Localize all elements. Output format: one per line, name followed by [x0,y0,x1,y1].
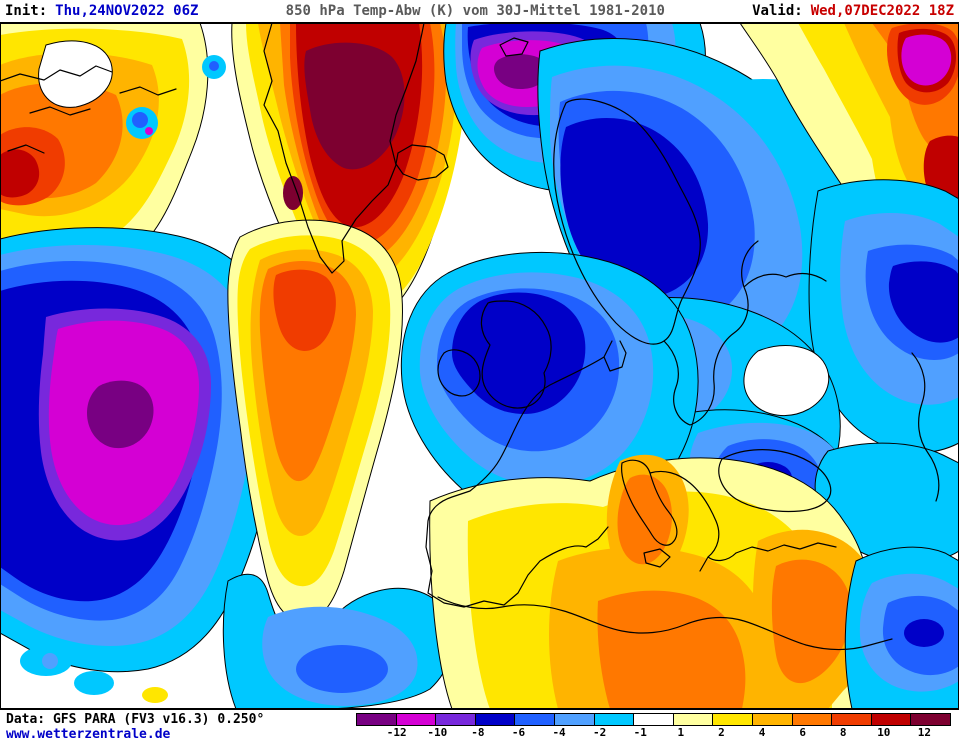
legend-box [712,713,754,726]
region-bottom-right-cold [844,546,959,709]
init-group: Init: Thu,24NOV2022 06Z [5,3,198,19]
init-label: Init: [5,3,48,19]
coastline-anatolia [735,542,837,554]
title-bar: Init: Thu,24NOV2022 06Z 850 hPa Temp-Abw… [0,0,959,22]
coastline-baltic-finland [663,240,827,426]
region-canada-warm [0,23,226,270]
map-title: 850 hPa Temp-Abw (K) vom 30J-Mittel 1981… [285,3,665,19]
legend-ticks: -12 -10 -8 -6 -4 -2 -1 1 2 4 6 8 10 12 [356,726,951,739]
coastlines [0,23,940,651]
legend-tick-label: 4 [758,726,766,739]
legend-tick-label: 10 [877,726,891,739]
coastline-north-africa [437,596,893,651]
legend-tick-label: -12 [386,726,407,739]
coastline-uk [480,300,552,409]
legend-tick-label: -10 [427,726,448,739]
legend-tick-label: -6 [511,726,526,739]
legend-tick-label: -8 [471,726,485,739]
legend-box [514,713,556,726]
website-link[interactable]: www.wetterzentrale.de [6,727,171,742]
legend-box [752,713,793,726]
legend-tick-label: -1 [633,726,647,739]
legend-box [554,713,595,726]
legend-box [910,713,951,726]
legend-boxes [356,713,951,726]
legend-tick-label: 1 [677,726,685,739]
legend-tick-label: 6 [799,726,806,739]
map-title-group: 850 hPa Temp-Abw (K) vom 30J-Mittel 1981… [286,3,665,19]
coastline-svalbard [499,37,529,57]
coastline-canada-arctic [0,65,177,154]
temperature-anomaly-map [0,23,959,709]
color-legend: -12 -10 -8 -6 -4 -2 -1 1 2 4 6 8 10 12 [356,713,951,739]
region-atlantic-cold-anomaly [0,227,280,673]
legend-box [831,713,872,726]
legend-box [870,713,912,726]
region-bottom-left-specks [20,646,168,703]
legend-box [395,713,437,726]
valid-value: Wed,07DEC2022 18Z [810,3,954,19]
coastline-black-sea [718,449,832,513]
region-uk-cold-anomaly [400,251,699,527]
footer: Data: GFS PARA (FV3 v16.3) 0.250° www.we… [0,710,959,742]
init-value: Thu,24NOV2022 06Z [55,3,199,19]
legend-box [672,713,714,726]
legend-box [356,713,397,726]
valid-group: Valid: Wed,07DEC2022 18Z [752,3,954,19]
legend-box [791,713,833,726]
coastline-iceland [395,144,449,181]
legend-box [474,713,516,726]
valid-label: Valid: [752,3,803,19]
legend-tick-label: 12 [917,726,932,739]
coastline-balkans-greece [649,470,737,572]
region-atlantic-warm-tongue [227,219,403,622]
region-south-warm [429,454,878,709]
legend-tick-label: -2 [593,726,607,739]
legend-tick-label: -4 [552,726,566,739]
legend-tick-label: 8 [839,726,847,739]
legend-box [633,713,674,726]
coastline-caspian [911,352,940,502]
coastline-scandinavia [553,98,701,345]
legend-box [435,713,476,726]
weather-map [0,22,959,710]
coastline-greenland [263,23,425,274]
region-south-atlantic-cold-patch [222,573,454,709]
coastline-mainland-west [425,340,627,608]
coastline-ireland [437,349,481,397]
legend-box [593,713,635,726]
data-source-text: Data: GFS PARA (FV3 v16.3) 0.250° [6,712,265,727]
legend-tick-label: 2 [718,726,725,739]
